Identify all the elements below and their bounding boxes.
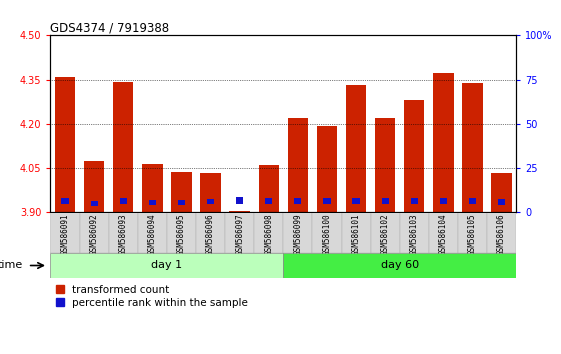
Text: GSM586099: GSM586099 (293, 213, 302, 255)
Text: GSM586096: GSM586096 (206, 213, 215, 255)
Bar (196, 212, 225, 253)
Bar (399, 212, 429, 253)
Text: GSM586098: GSM586098 (264, 213, 273, 255)
Bar (62, 198, 68, 204)
Bar (50, 212, 80, 253)
Text: GSM586097: GSM586097 (235, 213, 244, 255)
Text: GSM586102: GSM586102 (381, 213, 390, 255)
Bar (498, 199, 505, 205)
Bar (50, 253, 283, 278)
Bar (462, 82, 482, 212)
Bar (283, 253, 516, 278)
Bar (200, 173, 220, 212)
Bar (342, 212, 371, 253)
Text: GSM586103: GSM586103 (410, 213, 419, 255)
Bar (469, 198, 476, 204)
Text: day 1: day 1 (151, 261, 182, 270)
Bar (225, 212, 254, 253)
Bar (404, 100, 425, 212)
Bar (178, 200, 185, 205)
Bar (119, 198, 127, 204)
Bar (375, 118, 396, 212)
Bar (411, 198, 418, 204)
Bar (229, 211, 250, 212)
Bar (317, 126, 337, 212)
Text: GSM586091: GSM586091 (61, 213, 70, 255)
Text: GSM586106: GSM586106 (497, 213, 506, 255)
Text: GSM586092: GSM586092 (90, 213, 99, 255)
Bar (346, 85, 366, 212)
Text: GSM586093: GSM586093 (119, 213, 128, 255)
Bar (113, 82, 134, 212)
Bar (167, 212, 196, 253)
Text: GSM586094: GSM586094 (148, 213, 157, 255)
Bar (433, 73, 453, 212)
Text: GDS4374 / 7919388: GDS4374 / 7919388 (50, 21, 169, 34)
Bar (458, 212, 487, 253)
Bar (440, 198, 447, 204)
Text: GSM586095: GSM586095 (177, 213, 186, 255)
Legend: transformed count, percentile rank within the sample: transformed count, percentile rank withi… (56, 285, 248, 308)
Bar (323, 198, 330, 204)
Bar (171, 172, 192, 212)
Bar (84, 161, 104, 212)
Text: day 60: day 60 (381, 261, 419, 270)
Bar (288, 118, 308, 212)
Bar (55, 77, 75, 212)
Bar (109, 212, 138, 253)
Bar (491, 172, 512, 212)
Bar (207, 199, 214, 204)
Bar (352, 198, 360, 204)
Text: GSM586104: GSM586104 (439, 213, 448, 255)
Bar (90, 201, 98, 206)
Bar (295, 198, 301, 204)
Bar (429, 212, 458, 253)
Bar (487, 212, 516, 253)
Bar (312, 212, 342, 253)
Text: GSM586105: GSM586105 (468, 213, 477, 255)
Bar (142, 164, 163, 212)
Bar (265, 198, 272, 204)
Bar (149, 200, 156, 205)
Bar (259, 165, 279, 212)
Text: GSM586100: GSM586100 (323, 213, 332, 255)
Bar (283, 212, 312, 253)
Bar (138, 212, 167, 253)
Bar (371, 212, 399, 253)
Bar (236, 197, 243, 204)
Text: time: time (0, 261, 22, 270)
Bar (254, 212, 283, 253)
Bar (80, 212, 109, 253)
Text: GSM586101: GSM586101 (352, 213, 361, 255)
Bar (381, 198, 389, 204)
